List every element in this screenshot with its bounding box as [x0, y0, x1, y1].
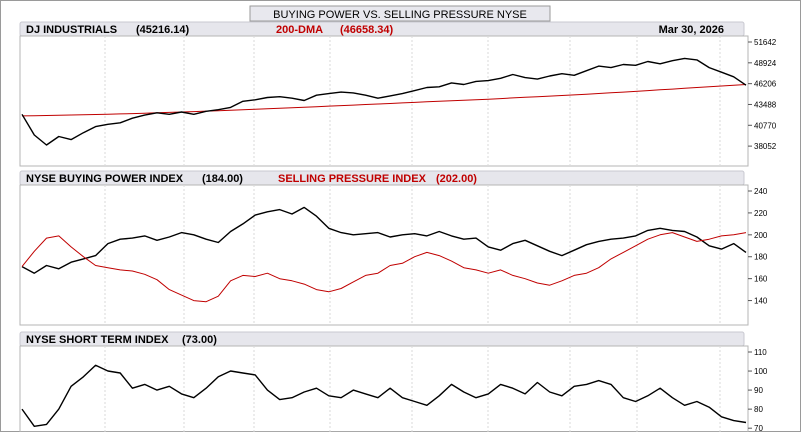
chart-title: BUYING POWER VS. SELLING PRESSURE NYSE	[273, 9, 527, 21]
bp-label: NYSE BUYING POWER INDEX	[26, 173, 184, 185]
dj-series-1	[21, 84, 747, 117]
st-ytick-label-1: 100	[754, 367, 768, 376]
bp-ytick-label-4: 160	[754, 275, 768, 284]
bp-ytick-label-1: 220	[754, 209, 768, 218]
dj-ytick-label-1: 48924	[754, 59, 777, 68]
bp-ytick-label-3: 180	[754, 253, 768, 262]
bp-plot-frame	[19, 184, 749, 326]
st-ytick-label-3: 80	[754, 405, 763, 414]
bp-panel: 240 220 200 180 160 140	[19, 184, 768, 326]
dj-ytick-label-0: 51642	[754, 38, 777, 47]
st-value: (73.00)	[182, 334, 217, 346]
dj-plot-frame	[19, 35, 749, 167]
dj-ytick-label-5: 38052	[754, 142, 777, 151]
sp-value: (202.00)	[436, 173, 477, 185]
dj-value: (45216.14)	[136, 24, 190, 36]
bp-ytick-label-0: 240	[754, 187, 768, 196]
bp-value: (184.00)	[202, 173, 243, 185]
st-plot-frame	[19, 345, 749, 432]
dj-panel: 51642 48924 46206 43488 40770 38052	[19, 35, 777, 167]
st-panel: 110 100 90 80 70	[19, 345, 768, 432]
bp-ytick-label-5: 140	[754, 297, 768, 306]
st-series-0	[21, 364, 747, 427]
dj-ytick-label-2: 46206	[754, 80, 777, 89]
st-label: NYSE SHORT TERM INDEX	[26, 334, 169, 346]
chart-date: Mar 30, 2026	[659, 24, 724, 36]
dma-label: 200-DMA	[276, 24, 323, 36]
sp-label: SELLING PRESSURE INDEX	[278, 173, 427, 185]
st-ytick-label-2: 90	[754, 386, 763, 395]
bp-ytick-label-2: 200	[754, 231, 768, 240]
dj-series-0	[21, 57, 747, 146]
title-bar	[249, 5, 551, 22]
st-ytick-label-4: 70	[754, 424, 763, 432]
bp-series-0	[21, 206, 747, 274]
dma-value: (46658.34)	[340, 24, 394, 36]
dj-ytick-label-4: 40770	[754, 121, 777, 130]
st-ytick-label-0: 110	[754, 348, 767, 357]
dj-ytick-label-3: 43488	[754, 100, 777, 109]
bp-series-1	[21, 232, 747, 303]
dj-label: DJ INDUSTRIALS	[26, 24, 117, 36]
